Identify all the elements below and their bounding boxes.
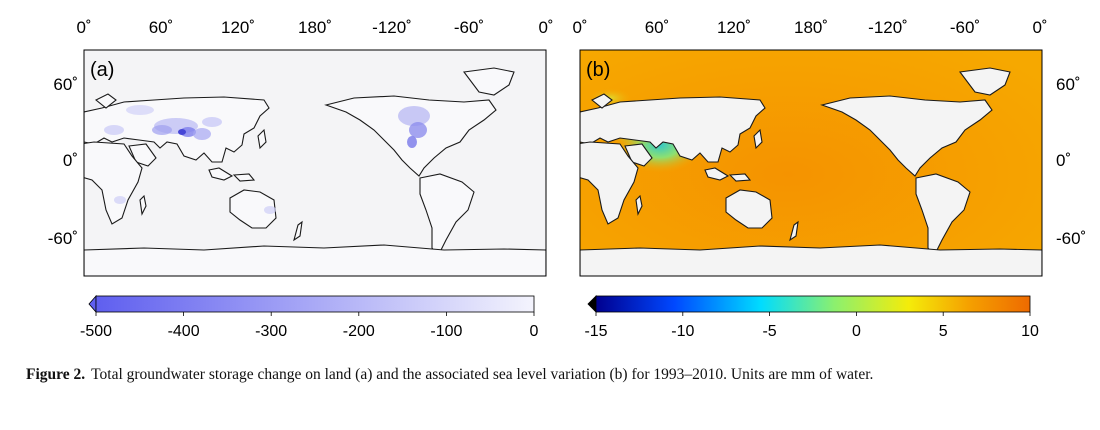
panel-b-top-ticks: 0˚ 60˚ 120˚ 180˚ -120˚ -60˚ 0˚ — [572, 18, 1047, 37]
panel-a-top-ticks: 0˚ 60˚ 120˚ 180˚ -120˚ -60˚ 0˚ — [76, 18, 553, 37]
panel-b-lat-tick: -60˚ — [1056, 229, 1086, 248]
colorbar-a-ticks — [95, 312, 535, 316]
panel-a-lon-tick: 180˚ — [298, 18, 332, 37]
colorbar-a: -500 -400 -300 -200 -100 0 — [80, 294, 539, 340]
panel-b-lon-tick: 120˚ — [717, 18, 751, 37]
colorbar-b-ticks — [595, 312, 1031, 316]
panel-a: (a) 0˚ 60˚ 120˚ 180˚ -120˚ -60˚ 0˚ 60˚ 0… — [48, 18, 554, 277]
colorbar-b-tick-label: -5 — [762, 323, 776, 340]
colorbar-b-extend-arrow — [587, 295, 597, 313]
panel-b-lon-tick: 60˚ — [645, 18, 670, 37]
colorbar-a-tick-label: -400 — [168, 323, 200, 340]
panel-a-label: (a) — [90, 59, 114, 81]
groundwater-depletion-hotspots — [104, 105, 430, 214]
colorbar-a-tick-label: 0 — [530, 323, 539, 340]
colorbar-b-tick-label: -10 — [671, 323, 694, 340]
panel-a-lon-tick: 0˚ — [76, 18, 91, 37]
panel-a-lon-tick: 60˚ — [149, 18, 174, 37]
panel-a-lat-tick: 0˚ — [63, 151, 78, 170]
colorbar-a-tick-label: -100 — [430, 323, 462, 340]
panel-b-lat-tick: 0˚ — [1056, 151, 1071, 170]
panel-a-lon-tick: -60˚ — [454, 18, 484, 37]
colorbar-a-bar — [95, 295, 535, 313]
panel-b-lat-tick: 60˚ — [1056, 75, 1081, 94]
colorbar-b-tick-label: 0 — [852, 323, 861, 340]
colorbar-a-tick-label: -500 — [80, 323, 112, 340]
panel-b-lon-tick: -120˚ — [868, 18, 908, 37]
colorbar-b-tick-label: -15 — [584, 323, 607, 340]
colorbar-a-tick-label: -200 — [343, 323, 375, 340]
figure-caption: Figure 2. Total groundwater storage chang… — [26, 364, 1076, 386]
panel-a-lon-tick: 0˚ — [538, 18, 553, 37]
panel-a-lon-tick: -120˚ — [372, 18, 412, 37]
panel-a-lat-tick: -60˚ — [48, 229, 78, 248]
colorbar-b-bar — [595, 295, 1031, 313]
panel-b-side-ticks: 60˚ 0˚ -60˚ — [1056, 75, 1086, 248]
colorbar-b: -15 -10 -5 0 5 10 — [584, 295, 1039, 340]
panel-b-lon-tick: -60˚ — [950, 18, 980, 37]
colorbar-b-tick-label: 5 — [939, 323, 948, 340]
figure-caption-label: Figure 2. — [26, 366, 86, 383]
panel-b-label: (b) — [586, 59, 610, 81]
panel-a-lon-tick: 120˚ — [221, 18, 255, 37]
panel-b: (b) 0˚ 60˚ 120˚ 180˚ -120˚ -60˚ 0˚ 60˚ 0… — [572, 18, 1086, 277]
map-a-background — [84, 50, 546, 276]
panel-b-lon-tick: 180˚ — [794, 18, 828, 37]
colorbar-a-extend-arrow — [88, 294, 97, 314]
figure-caption-text: Total groundwater storage change on land… — [91, 366, 874, 383]
panel-a-lat-tick: 60˚ — [53, 75, 78, 94]
panel-b-lon-tick: 0˚ — [572, 18, 587, 37]
colorbar-b-tick-label: 10 — [1021, 323, 1039, 340]
colorbar-a-tick-label: -300 — [255, 323, 287, 340]
map-a-frame — [83, 49, 547, 277]
panel-b-lon-tick: 0˚ — [1032, 18, 1047, 37]
panel-a-side-ticks: 60˚ 0˚ -60˚ — [48, 75, 78, 248]
map-b-frame — [579, 49, 1043, 277]
